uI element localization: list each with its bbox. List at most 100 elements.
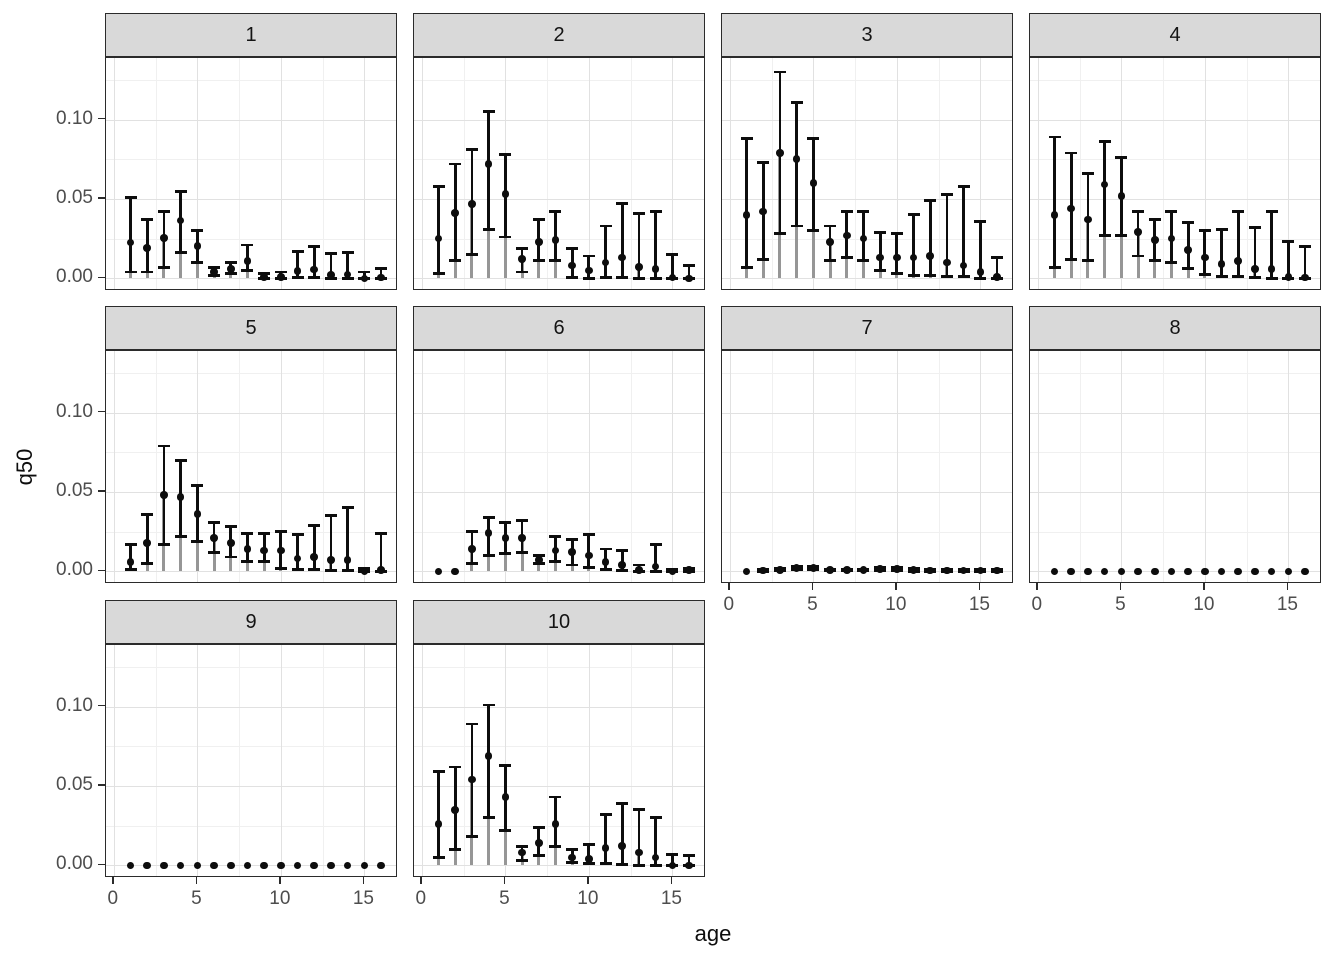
gridline-major-x	[280, 351, 282, 582]
data-point	[601, 557, 610, 566]
error-bar-cap-upper	[449, 765, 462, 769]
error-bar-cap-lower	[174, 534, 187, 538]
gridline-minor-x	[771, 58, 773, 289]
error-bar-cap-upper	[291, 249, 304, 253]
data-point	[143, 538, 152, 547]
gridline-minor-y	[1030, 159, 1320, 161]
gridline-major-x	[588, 645, 590, 876]
error-bar-cap-lower	[566, 563, 579, 567]
error-bar-cap-lower	[341, 276, 354, 280]
error-bar-cap-upper	[258, 531, 271, 535]
gridline-major-x	[896, 58, 898, 289]
error-bar-cap-upper	[532, 218, 545, 221]
data-point	[651, 264, 660, 273]
gridline-major-y	[1030, 571, 1320, 573]
data-point	[568, 853, 576, 862]
gridline-major-y	[106, 491, 396, 493]
x-axis-tick	[420, 877, 422, 884]
error-bar-line	[346, 507, 350, 571]
data-point	[809, 564, 818, 572]
error-bar-cap-lower	[432, 855, 445, 859]
y-axis-tick	[98, 490, 105, 492]
data-point	[943, 258, 951, 267]
gridline-minor-x	[322, 58, 324, 289]
gridline-major-x	[364, 351, 366, 582]
data-point	[176, 861, 185, 870]
error-bar-cap-lower	[482, 554, 495, 557]
facet-strip-label: 3	[861, 23, 873, 46]
error-bar-cap-upper	[1098, 140, 1111, 144]
data-point	[160, 491, 168, 499]
error-bar-cap-upper	[499, 763, 512, 767]
error-bar-cap-lower	[1132, 254, 1145, 258]
error-bar-line	[129, 197, 132, 272]
error-bar-line	[1203, 230, 1207, 275]
error-bar-cap-upper	[683, 854, 696, 858]
data-point	[742, 567, 751, 576]
x-axis-title: age	[694, 921, 732, 946]
error-bar-cap-upper	[516, 844, 529, 848]
data-point	[909, 253, 918, 262]
data-point	[876, 253, 884, 262]
gridline-minor-x	[463, 351, 465, 582]
y-axis-tick	[98, 784, 105, 786]
error-bar-line	[1236, 211, 1240, 277]
data-point	[1050, 567, 1059, 576]
facet-strip: 4	[1029, 13, 1321, 57]
y-axis-tick-label: 0.10	[56, 107, 93, 129]
x-axis-tick	[728, 583, 730, 590]
error-bar-line	[379, 533, 383, 572]
error-bar-cap-upper	[516, 246, 529, 250]
data-point	[1117, 567, 1126, 576]
error-bar-cap-lower	[291, 568, 304, 572]
gridline-major-x	[1288, 351, 1290, 582]
gridline-minor-x	[463, 58, 465, 289]
error-bar-line	[670, 854, 674, 866]
gridline-major-x	[672, 645, 674, 876]
data-point	[809, 179, 818, 187]
data-point	[468, 199, 476, 208]
data-point	[551, 546, 560, 555]
y-axis-tick-label: 0.00	[56, 559, 93, 581]
gridline-minor-x	[771, 351, 773, 582]
error-bar-cap-lower	[291, 276, 304, 279]
error-bar-cap-lower	[308, 276, 321, 279]
gridline-minor-y	[1030, 79, 1320, 81]
gridline-minor-y	[1030, 238, 1320, 240]
error-bar-cap-upper	[274, 530, 287, 534]
error-bar-cap-lower	[1198, 272, 1211, 276]
error-bar-cap-upper	[191, 484, 204, 487]
data-point	[859, 234, 868, 243]
error-bar-cap-upper	[274, 270, 287, 274]
error-bar-line	[329, 253, 333, 279]
data-point	[759, 566, 768, 575]
data-point	[909, 565, 918, 574]
data-point	[468, 775, 476, 784]
error-bar-cap-upper	[241, 531, 254, 535]
error-bar-line	[296, 534, 299, 570]
error-bar-cap-upper	[141, 218, 154, 221]
data-point	[343, 861, 352, 870]
error-bar-cap-lower	[599, 276, 612, 279]
error-bar-line	[687, 265, 691, 279]
gridline-minor-x	[855, 58, 857, 289]
error-bar-cap-lower	[549, 560, 562, 564]
data-point	[310, 553, 319, 561]
x-axis-tick-label: 5	[807, 594, 818, 615]
error-bar-cap-lower	[649, 863, 662, 867]
gridline-major-x	[421, 58, 423, 289]
y-axis-tick	[98, 410, 105, 413]
error-bar-cap-upper	[465, 722, 478, 726]
data-point	[243, 257, 252, 265]
data-point	[685, 274, 693, 283]
error-bar-line	[928, 200, 932, 276]
data-point	[377, 565, 385, 574]
gridline-major-x	[421, 351, 423, 582]
error-bar-cap-lower	[599, 568, 612, 572]
gridline-major-y	[106, 278, 396, 280]
x-axis-tick	[1203, 583, 1205, 590]
gridline-major-x	[280, 645, 282, 876]
error-bar-cap-upper	[516, 519, 529, 522]
data-point	[585, 551, 593, 560]
gridline-major-y	[414, 198, 704, 200]
